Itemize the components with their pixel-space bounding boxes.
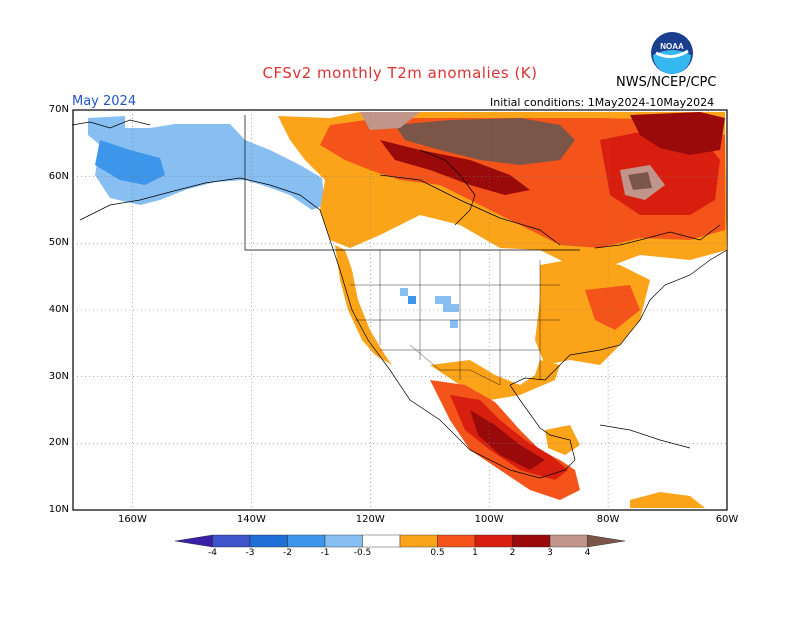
canada-hot (320, 118, 725, 248)
agency-label: NWS/NCEP/CPC (616, 75, 717, 90)
lon-tick-label: 140W (236, 514, 266, 525)
us-south-warm (430, 360, 560, 400)
labrador-dark (628, 172, 652, 190)
lon-tick-label: 100W (474, 514, 504, 525)
rockies-cold-1 (400, 288, 408, 296)
colorbar-swatch (474, 534, 513, 548)
lat-tick-label: 30N (48, 370, 69, 382)
lat-tick-label: 70N (48, 104, 69, 115)
rockies-cold-2 (408, 296, 416, 304)
alaska-cold-mid (95, 140, 165, 185)
colorbar-label: -1 (320, 548, 330, 558)
nw-canada-cold (245, 150, 300, 185)
coastlines (71, 115, 728, 479)
anomaly-fields (88, 112, 727, 508)
lon-tick-label: 60W (715, 514, 739, 525)
colorbar-swatch (587, 534, 626, 548)
useast-warm (535, 258, 650, 365)
lat-tick-label: 10N (48, 504, 69, 515)
map-frame (72, 109, 728, 511)
target-month: May 2024 (72, 94, 137, 109)
labrador-hot (600, 130, 720, 215)
colorbar-label: -2 (283, 548, 292, 558)
colorbar-label: -3 (245, 548, 255, 558)
colorbar-swatch (549, 534, 588, 548)
initial-conditions: Initial conditions: 1May2024-10May2024 (490, 96, 715, 109)
colorbar-label: -0.5 (353, 548, 372, 558)
lon-tick-label: 160W (117, 514, 147, 525)
hudson-extreme (395, 118, 575, 165)
south-america-warm (630, 492, 705, 508)
colorbar-label: 3 (547, 548, 553, 558)
rockies-cold-4 (443, 304, 459, 312)
colorbar-swatch (174, 534, 213, 548)
colorbar-label: -4 (208, 548, 217, 558)
canada-north-pink (360, 112, 420, 130)
colorbar-swatch (212, 534, 251, 548)
colorbar (174, 534, 626, 548)
useast-hot (585, 285, 640, 330)
logo-lettering: NOAA (660, 42, 684, 51)
colorbar-label: 2 (509, 548, 516, 558)
labrador-extreme (620, 165, 665, 200)
mexico-hot (450, 395, 568, 480)
noaa-logo: NOAA (651, 32, 693, 74)
mexico-very-hot (470, 410, 545, 470)
lat-tick-label: 60N (48, 170, 69, 182)
colorbar-label: 4 (584, 548, 591, 558)
state-borders (350, 250, 560, 386)
canada-warm (278, 112, 727, 270)
lon-tick-label: 120W (355, 514, 385, 525)
alaska-cold-light (88, 116, 325, 210)
colorbar-swatch (362, 534, 401, 548)
lat-tick-label: 40N (48, 304, 69, 315)
mexico-warm (430, 380, 580, 500)
westcoast-warm (335, 245, 392, 365)
colorbar-swatch (249, 534, 288, 548)
greenland-hot (630, 112, 725, 155)
lat-tick-label: 20N (48, 437, 69, 449)
colorbar-label: 0.5 (430, 548, 445, 558)
lat-tick-label: 50N (48, 237, 69, 249)
lon-tick-label: 80W (596, 514, 620, 525)
colorbar-swatch (324, 534, 363, 548)
colorbar-swatch (437, 534, 476, 548)
colorbar-swatch (287, 534, 326, 548)
colorbar-swatch (399, 534, 438, 548)
map-title: CFSv2 monthly T2m anomalies (K) (262, 64, 538, 82)
rockies-cold-5 (450, 320, 458, 328)
graticule (73, 110, 727, 510)
colorbar-label: 1 (472, 548, 478, 558)
colorbar-swatch (512, 534, 551, 548)
yucatan-warm (545, 425, 580, 455)
canada-very-hot (380, 140, 530, 195)
rockies-cold-3 (435, 296, 451, 304)
